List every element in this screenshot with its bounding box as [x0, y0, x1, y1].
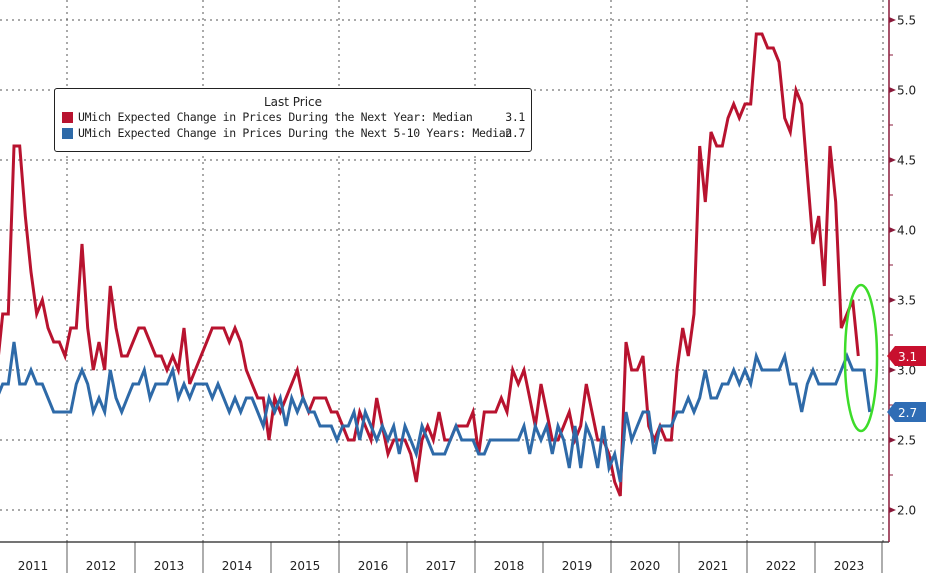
y-tick-marker — [889, 157, 896, 163]
y-tick-label: 5.5 — [897, 14, 916, 28]
y-tick-label: 5.0 — [897, 84, 916, 98]
last-value-tag-text: 2.7 — [898, 406, 917, 420]
y-tick-marker — [889, 17, 896, 23]
last-value-tag-one-year — [887, 346, 926, 366]
x-tick-label: 2021 — [698, 559, 729, 573]
x-tick-label: 2016 — [358, 559, 389, 573]
y-tick-marker — [889, 367, 896, 373]
last-value-tags: 3.1 2.7 — [887, 346, 926, 422]
series-line-five-ten-year — [0, 341, 872, 483]
x-tick-label: 2015 — [290, 559, 321, 573]
y-tick-marker — [889, 507, 896, 513]
x-axis-year-band: 2011 2012 2013 2014 2015 2016 2017 2018 2019 2020… — [0, 541, 889, 573]
legend-last-value: 2.7 — [505, 126, 525, 140]
y-tick-marker — [889, 297, 896, 303]
y-tick-marker — [889, 87, 896, 93]
last-value-tag-five-ten-year — [887, 402, 926, 422]
x-tick-label: 2011 — [18, 559, 49, 573]
last-value-tag-text: 3.1 — [898, 350, 917, 364]
x-tick-label: 2014 — [222, 559, 253, 573]
legend-label: UMich Expected Change in Prices During t… — [78, 126, 512, 140]
legend-entry-one-year: UMich Expected Change in Prices During t… — [55, 109, 531, 125]
x-tick-label: 2012 — [86, 559, 117, 573]
x-tick-label: 2023 — [834, 559, 865, 573]
legend-swatch-blue — [62, 128, 73, 139]
series-line-one-year — [0, 32, 860, 497]
y-tick-label: 4.0 — [897, 224, 916, 238]
legend: Last Price UMich Expected Change in Pric… — [54, 88, 532, 152]
y-tick-label: 2.0 — [897, 504, 916, 518]
y-tick-marker — [889, 437, 896, 443]
highlight-annotation — [843, 283, 879, 433]
y-tick-label: 2.5 — [897, 434, 916, 448]
x-tick-label: 2013 — [154, 559, 185, 573]
highlight-ellipse — [843, 283, 879, 433]
x-tick-label: 2018 — [494, 559, 525, 573]
legend-entry-five-ten-year: UMich Expected Change in Prices During t… — [55, 125, 531, 141]
x-tick-label: 2017 — [426, 559, 457, 573]
x-tick-label: 2019 — [562, 559, 593, 573]
y-axis: 2.0 2.5 3.0 3.5 4.0 4.5 5.0 5.5 — [888, 0, 916, 542]
y-tick-label: 4.5 — [897, 154, 916, 168]
series-lines — [0, 32, 872, 497]
x-tick-label: 2020 — [630, 559, 661, 573]
legend-label: UMich Expected Change in Prices During t… — [78, 110, 473, 124]
y-tick-marker — [889, 227, 896, 233]
y-tick-label: 3.0 — [897, 364, 916, 378]
y-tick-label: 3.5 — [897, 294, 916, 308]
x-tick-label: 2022 — [766, 559, 797, 573]
legend-swatch-red — [62, 112, 73, 123]
legend-title: Last Price — [263, 95, 323, 109]
legend-last-value: 3.1 — [505, 110, 525, 124]
